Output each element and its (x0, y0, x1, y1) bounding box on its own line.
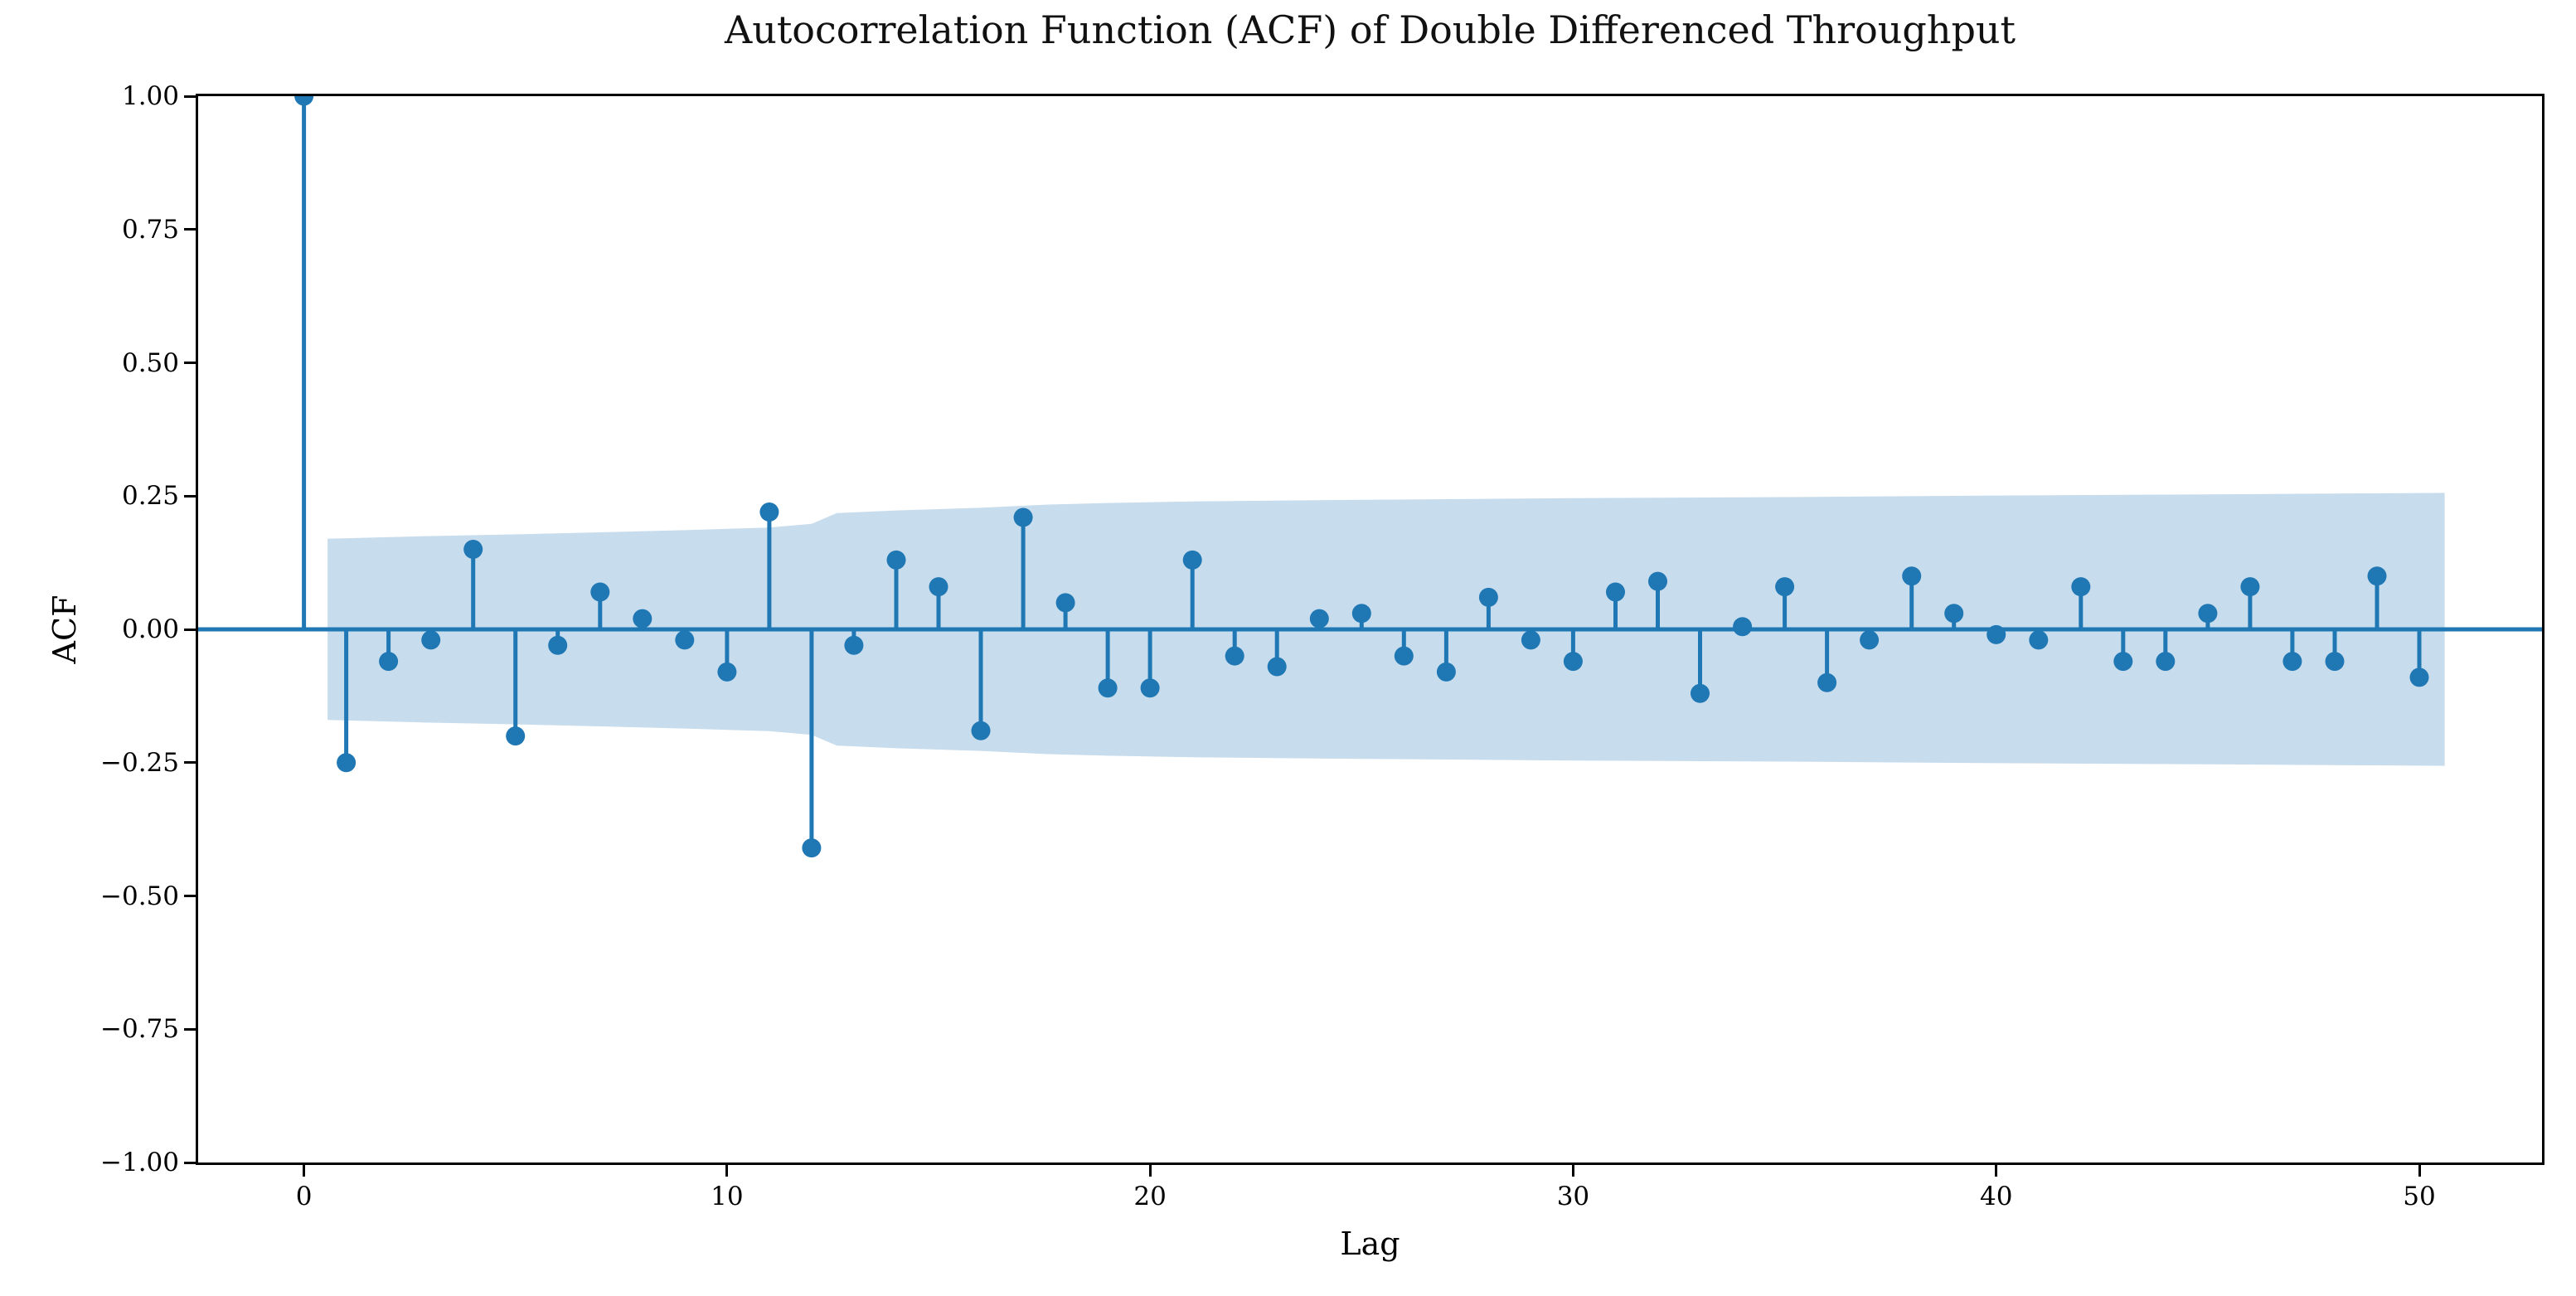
y-tick-mark (184, 228, 196, 231)
marker-lag-34 (1733, 617, 1753, 637)
y-tick-mark (184, 1027, 196, 1031)
x-tick-mark (303, 1165, 306, 1177)
marker-lag-10 (717, 662, 737, 682)
marker-lag-35 (1775, 577, 1795, 597)
y-tick-label: 0.00 (121, 614, 179, 644)
y-tick-label: −0.25 (100, 747, 179, 778)
x-tick-label: 40 (1979, 1182, 2013, 1211)
marker-lag-36 (1817, 672, 1837, 692)
y-tick-mark (184, 362, 196, 364)
marker-lag-2 (379, 652, 399, 672)
y-tick-mark (184, 628, 196, 631)
marker-lag-50 (2409, 667, 2429, 687)
marker-lag-9 (675, 630, 695, 650)
marker-lag-32 (1648, 571, 1667, 591)
x-tick-label: 0 (295, 1182, 313, 1211)
y-tick-label: 1.00 (121, 81, 179, 111)
marker-lag-23 (1267, 657, 1287, 677)
marker-lag-21 (1182, 550, 1202, 570)
marker-lag-11 (759, 502, 779, 522)
marker-lag-0 (294, 96, 314, 106)
x-tick-mark (1571, 1165, 1574, 1177)
marker-lag-27 (1436, 662, 1456, 682)
marker-lag-41 (2029, 630, 2049, 650)
y-tick-mark (184, 1161, 196, 1164)
marker-lag-4 (463, 540, 483, 559)
y-tick-label: −1.00 (100, 1148, 179, 1177)
marker-lag-22 (1225, 646, 1244, 666)
marker-lag-3 (421, 630, 441, 650)
marker-lag-14 (886, 550, 906, 570)
y-tick-mark (184, 895, 196, 897)
stem-plot-canvas (198, 96, 2542, 858)
x-tick-label: 10 (711, 1182, 744, 1211)
marker-lag-42 (2071, 577, 2091, 597)
plot-area (196, 94, 2544, 1165)
marker-lag-30 (1563, 652, 1583, 672)
x-tick-label: 30 (1556, 1182, 1590, 1211)
marker-lag-31 (1606, 582, 1625, 602)
marker-lag-1 (337, 753, 357, 773)
marker-lag-28 (1478, 587, 1498, 607)
y-tick-mark (184, 95, 196, 98)
x-tick-mark (725, 1165, 729, 1177)
marker-lag-6 (548, 635, 568, 655)
marker-lag-49 (2367, 566, 2387, 586)
marker-lag-43 (2113, 652, 2133, 672)
x-tick-label: 50 (2403, 1182, 2436, 1211)
marker-lag-18 (1055, 593, 1075, 613)
marker-lag-12 (802, 838, 822, 858)
marker-lag-45 (2198, 604, 2218, 624)
x-tick-mark (1148, 1165, 1152, 1177)
marker-lag-13 (844, 635, 864, 655)
marker-lag-33 (1691, 683, 1710, 703)
marker-lag-39 (1944, 604, 1964, 624)
marker-lag-5 (506, 726, 526, 746)
marker-lag-48 (2325, 652, 2345, 672)
marker-lag-44 (2156, 652, 2176, 672)
marker-lag-19 (1098, 678, 1118, 698)
y-tick-label: 0.25 (121, 481, 179, 512)
x-tick-mark (2418, 1165, 2421, 1177)
marker-lag-24 (1309, 609, 1329, 629)
marker-lag-26 (1394, 646, 1414, 666)
y-tick-label: −0.50 (100, 881, 179, 911)
marker-lag-37 (1860, 630, 1880, 650)
chart-title: Autocorrelation Function (ACF) of Double… (724, 7, 2016, 52)
y-tick-mark (184, 761, 196, 764)
marker-lag-20 (1140, 678, 1160, 698)
marker-lag-29 (1521, 630, 1540, 650)
y-tick-label: −0.75 (100, 1014, 179, 1045)
y-tick-label: 0.75 (121, 214, 179, 245)
marker-lag-15 (929, 577, 948, 597)
marker-lag-38 (1902, 566, 1922, 586)
marker-lag-16 (971, 721, 991, 740)
marker-lag-46 (2240, 577, 2260, 597)
x-tick-label: 20 (1133, 1182, 1167, 1211)
marker-lag-25 (1351, 604, 1371, 624)
marker-lag-47 (2283, 652, 2302, 672)
y-tick-label: 0.50 (121, 347, 179, 378)
x-axis-label: Lag (1340, 1226, 1400, 1262)
x-tick-mark (1995, 1165, 1998, 1177)
marker-lag-40 (1987, 624, 2006, 644)
marker-lag-8 (633, 609, 652, 629)
marker-lag-17 (1013, 507, 1033, 527)
marker-lag-7 (590, 582, 610, 602)
y-tick-mark (184, 494, 196, 498)
